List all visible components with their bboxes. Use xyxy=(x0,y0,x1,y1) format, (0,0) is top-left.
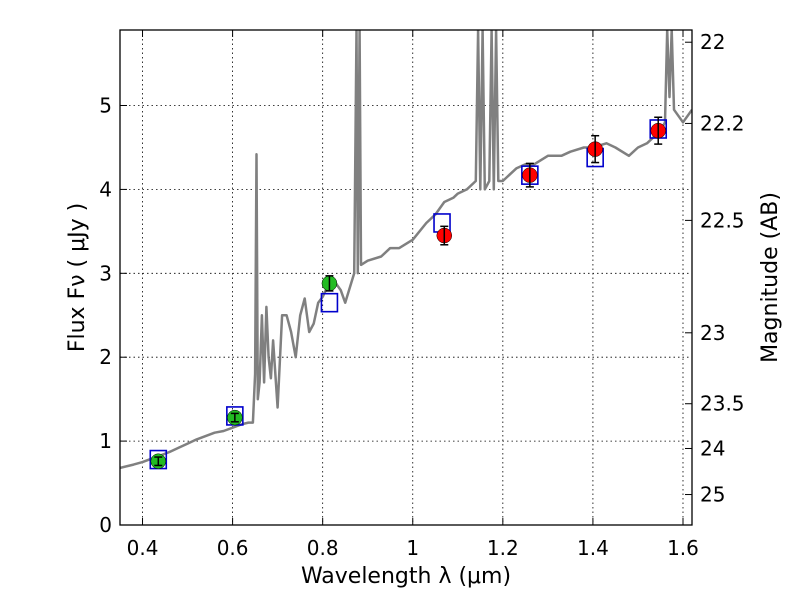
x-axis-label: Wavelength λ (μm) xyxy=(301,564,511,589)
x-tick-label: 0.6 xyxy=(217,536,249,560)
y2-tick-label: 23.5 xyxy=(700,392,745,416)
x-tick-label: 0.8 xyxy=(307,536,339,560)
y2-axis-label: Magnitude (AB) xyxy=(758,192,783,363)
model-band-square xyxy=(320,292,339,313)
plot-frame xyxy=(119,29,693,526)
y2-tick-label: 22 xyxy=(700,30,725,54)
x-tick-label: 1.4 xyxy=(577,536,609,560)
axis-ticks: 0.4 0.6 0.8 1 1.2 1.4 1.60123452222.222.52323.… xyxy=(99,30,745,560)
y-tick-label: 0 xyxy=(99,513,112,537)
x-tick-label: 0.4 xyxy=(127,536,159,560)
y2-tick-label: 22.2 xyxy=(700,111,745,135)
y2-tick-label: 24 xyxy=(700,436,725,460)
y-axis-label: Flux Fν ( μJy ) xyxy=(65,203,90,352)
y2-tick-label: 23 xyxy=(700,321,725,345)
spectrum-layer xyxy=(120,30,692,470)
y-tick-label: 4 xyxy=(99,177,112,201)
y-tick-label: 3 xyxy=(99,261,112,285)
x-tick-label: 1 xyxy=(406,536,419,560)
y2-tick-label: 22.5 xyxy=(700,208,745,232)
y2-tick-label: 25 xyxy=(700,483,725,507)
y-tick-label: 1 xyxy=(99,429,112,453)
x-tick-label: 1.6 xyxy=(667,536,699,560)
x-tick-label: 1.2 xyxy=(487,536,519,560)
y-tick-label: 5 xyxy=(99,94,112,118)
grid-lines xyxy=(120,30,692,525)
spectrum-line xyxy=(120,30,692,470)
photometry-layer xyxy=(149,116,668,470)
y-tick-label: 2 xyxy=(99,345,112,369)
